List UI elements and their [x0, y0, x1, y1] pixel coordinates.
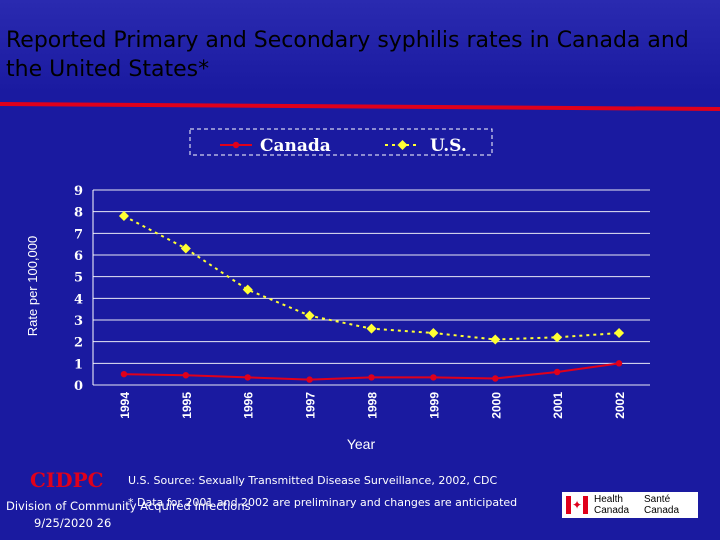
y-tick-label: 7 — [74, 227, 83, 242]
org-logo-text: CIDPC — [30, 468, 104, 492]
data-point — [244, 374, 251, 381]
data-point — [368, 374, 375, 381]
legend-label: U.S. — [430, 136, 467, 156]
data-point — [490, 334, 501, 345]
x-axis-label: Year — [347, 436, 376, 452]
division-name: Division of Community Acquired Infection… — [6, 499, 251, 513]
data-point — [614, 328, 625, 338]
slide-date: 9/25/2020 26 — [34, 516, 112, 530]
source-note: U.S. Source: Sexually Transmitted Diseas… — [128, 474, 498, 487]
y-tick-label: 1 — [74, 357, 83, 372]
data-point — [492, 375, 499, 382]
legend-label: Canada — [260, 136, 331, 156]
data-point — [180, 243, 191, 254]
x-tick-label: 2000 — [489, 392, 503, 419]
preliminary-note: * Data for 2001 and 2002 are preliminary… — [128, 496, 518, 509]
data-point — [428, 328, 439, 338]
legend-marker — [397, 140, 408, 150]
logo-canada: Canada — [594, 505, 630, 516]
y-tick-label: 5 — [74, 271, 83, 286]
x-axis-ticks: 1994 1995 1996 1997 1998 1999 2000 2001 2002 — [118, 392, 627, 419]
slide-title: Reported Primary and Secondary syphilis … — [6, 28, 689, 82]
x-tick-label: 1999 — [427, 392, 441, 419]
legend-box — [189, 128, 493, 156]
series-line — [123, 215, 620, 341]
data-point — [615, 360, 623, 367]
data-point — [118, 211, 129, 221]
y-tick-label: 8 — [74, 206, 83, 221]
y-tick-label: 2 — [74, 336, 83, 351]
x-tick-label: 1997 — [304, 392, 318, 419]
x-tick-label: 1996 — [242, 392, 256, 419]
y-tick-label: 4 — [74, 292, 83, 307]
x-tick-label: 1998 — [366, 392, 380, 419]
chart-series — [118, 211, 625, 383]
y-axis-label: Rate per 100,000 — [25, 236, 40, 336]
legend-marker — [232, 141, 240, 149]
data-point — [430, 374, 437, 381]
logo-health: Health — [594, 494, 623, 505]
health-canada-logo: ✦ Health Santé Canada Canada — [562, 492, 698, 518]
logo-sante: Santé — [644, 494, 671, 505]
data-point — [120, 370, 128, 378]
x-tick-label: 2001 — [551, 392, 565, 419]
data-point — [304, 310, 315, 321]
chart-grid — [92, 189, 650, 386]
x-tick-label: 1994 — [118, 392, 132, 419]
data-point — [306, 376, 313, 383]
data-point — [552, 332, 563, 343]
title-strip — [0, 0, 720, 92]
data-point — [553, 368, 561, 376]
data-point — [242, 284, 253, 295]
y-tick-label: 3 — [74, 314, 83, 329]
canada-flag-icon: ✦ — [566, 496, 588, 514]
x-tick-label: 2002 — [613, 392, 627, 419]
y-tick-label: 9 — [74, 184, 83, 199]
data-point — [366, 323, 377, 334]
chart-legend: Canada U.S. — [189, 128, 493, 156]
y-axis-ticks: 0 1 2 3 4 5 6 7 8 9 — [74, 184, 83, 394]
x-tick-label: 1995 — [180, 392, 194, 419]
y-tick-label: 6 — [74, 249, 83, 264]
data-point — [182, 372, 190, 379]
logo-canada-fr: Canada — [644, 505, 680, 516]
y-tick-label: 0 — [74, 379, 83, 394]
